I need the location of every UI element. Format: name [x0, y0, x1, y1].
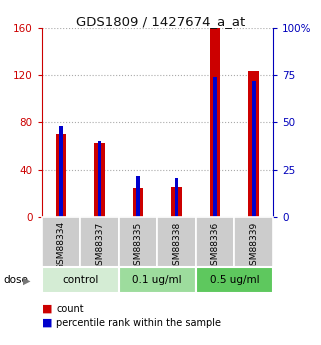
- Text: ▶: ▶: [23, 275, 30, 285]
- Bar: [175, 177, 178, 217]
- Text: ■: ■: [42, 304, 52, 314]
- Text: GSM88336: GSM88336: [211, 221, 220, 270]
- Bar: [80, 217, 119, 267]
- Text: GSM88338: GSM88338: [172, 221, 181, 270]
- Text: GSM88335: GSM88335: [134, 221, 143, 270]
- Text: GSM88339: GSM88339: [249, 221, 258, 270]
- Bar: [157, 217, 196, 267]
- Text: percentile rank within the sample: percentile rank within the sample: [56, 318, 221, 327]
- Bar: [210, 28, 221, 217]
- Bar: [133, 188, 143, 217]
- Bar: [119, 217, 157, 267]
- Bar: [171, 187, 182, 217]
- Text: control: control: [62, 275, 99, 285]
- Text: ■: ■: [42, 318, 52, 327]
- Text: dose: dose: [3, 275, 28, 285]
- Bar: [248, 71, 259, 217]
- Bar: [196, 267, 273, 293]
- Text: GDS1809 / 1427674_a_at: GDS1809 / 1427674_a_at: [76, 16, 245, 29]
- Bar: [42, 217, 80, 267]
- Text: GSM88334: GSM88334: [56, 221, 65, 270]
- Bar: [98, 141, 101, 217]
- Text: 0.5 ug/ml: 0.5 ug/ml: [210, 275, 259, 285]
- Bar: [196, 217, 234, 267]
- Bar: [42, 267, 119, 293]
- Text: 0.1 ug/ml: 0.1 ug/ml: [133, 275, 182, 285]
- Bar: [59, 126, 63, 217]
- Text: count: count: [56, 304, 84, 314]
- Bar: [213, 77, 217, 217]
- Bar: [252, 81, 256, 217]
- Text: GSM88337: GSM88337: [95, 221, 104, 270]
- Bar: [94, 142, 105, 217]
- Bar: [56, 134, 66, 217]
- Bar: [234, 217, 273, 267]
- Bar: [136, 176, 140, 217]
- Bar: [119, 267, 196, 293]
